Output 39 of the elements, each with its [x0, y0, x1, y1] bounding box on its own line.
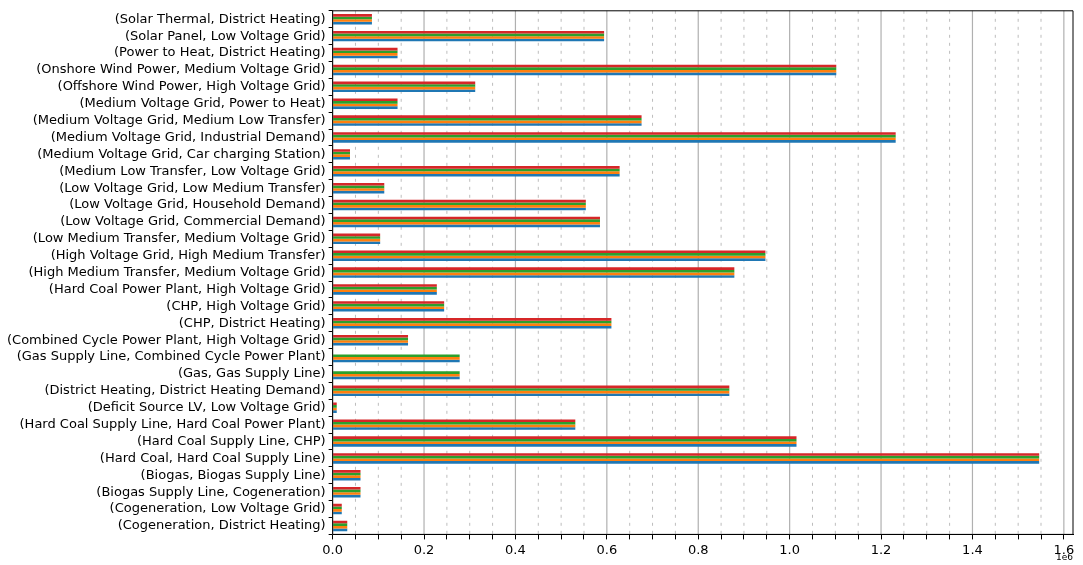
- y-tick-label: (CHP, High Voltage Grid): [166, 297, 326, 313]
- y-tick-label: (Solar Panel, Low Voltage Grid): [124, 27, 326, 43]
- y-tick-label: (Solar Thermal, District Heating): [114, 10, 326, 26]
- y-tick-label: (Medium Voltage Grid, Car charging Station): [37, 145, 326, 161]
- y-tick-label: (Deficit Source LV, Low Voltage Grid): [87, 399, 326, 415]
- y-tick-label: (Low Voltage Grid, Commercial Demand): [60, 213, 326, 229]
- y-tick-label: (High Voltage Grid, High Medium Transfer): [50, 247, 326, 263]
- y-tick-label: (Hard Coal Supply Line, CHP): [137, 432, 326, 448]
- x-tick-label: 0.2: [413, 541, 435, 557]
- x-tick-label: 0.8: [687, 541, 709, 557]
- y-tick-label: (District Heating, District Heating Demand): [44, 382, 326, 398]
- x-tick-label: 1.4: [962, 541, 983, 557]
- y-tick-label: (Medium Voltage Grid, Industrial Demand): [50, 128, 326, 144]
- y-tick-label: (CHP, District Heating): [178, 314, 326, 330]
- y-tick-label: (Offshore Wind Power, High Voltage Grid): [57, 78, 326, 94]
- y-tick-label: (High Medium Transfer, Medium Voltage Grid): [28, 263, 326, 279]
- y-tick-label: (Onshore Wind Power, Medium Voltage Grid): [36, 61, 326, 77]
- y-tick-label: (Biogas Supply Line, Cogeneration): [96, 483, 326, 499]
- y-tick-label: (Hard Coal Supply Line, Hard Coal Power Plant): [19, 415, 326, 431]
- x-tick-label: 1.2: [870, 541, 892, 557]
- y-tick-label: (Power to Heat, District Heating): [113, 44, 326, 60]
- y-tick-label: (Biogas, Biogas Supply Line): [140, 466, 326, 482]
- x-tick-label: 0.4: [505, 541, 526, 557]
- x-tick-label: 1.0: [779, 541, 800, 557]
- y-tick-label: (Low Voltage Grid, Low Medium Transfer): [59, 179, 326, 195]
- y-tick-label: (Gas Supply Line, Combined Cycle Power Plant): [16, 348, 326, 364]
- x-tick-label: 0.0: [322, 541, 343, 557]
- y-tick-label: (Cogeneration, District Heating): [117, 517, 326, 533]
- y-tick-label: (Medium Low Transfer, Low Voltage Grid): [59, 162, 326, 178]
- y-tick-label: (Medium Voltage Grid, Power to Heat): [79, 95, 326, 111]
- x-tick-label: 0.6: [596, 541, 618, 557]
- y-tick-label: (Gas, Gas Supply Line): [177, 365, 326, 381]
- y-tick-label: (Cogeneration, Low Voltage Grid): [109, 500, 326, 516]
- y-tick-label: (Low Voltage Grid, Household Demand): [69, 196, 326, 212]
- y-tick-label: (Medium Voltage Grid, Medium Low Transfer): [32, 111, 326, 127]
- y-tick-label: (Low Medium Transfer, Medium Voltage Grid): [32, 230, 326, 246]
- y-tick-label: (Hard Coal Power Plant, High Voltage Grid): [48, 280, 326, 296]
- y-tick-label: (Combined Cycle Power Plant, High Voltage Grid): [6, 331, 326, 347]
- y-tick-label: (Hard Coal, Hard Coal Supply Line): [99, 449, 326, 465]
